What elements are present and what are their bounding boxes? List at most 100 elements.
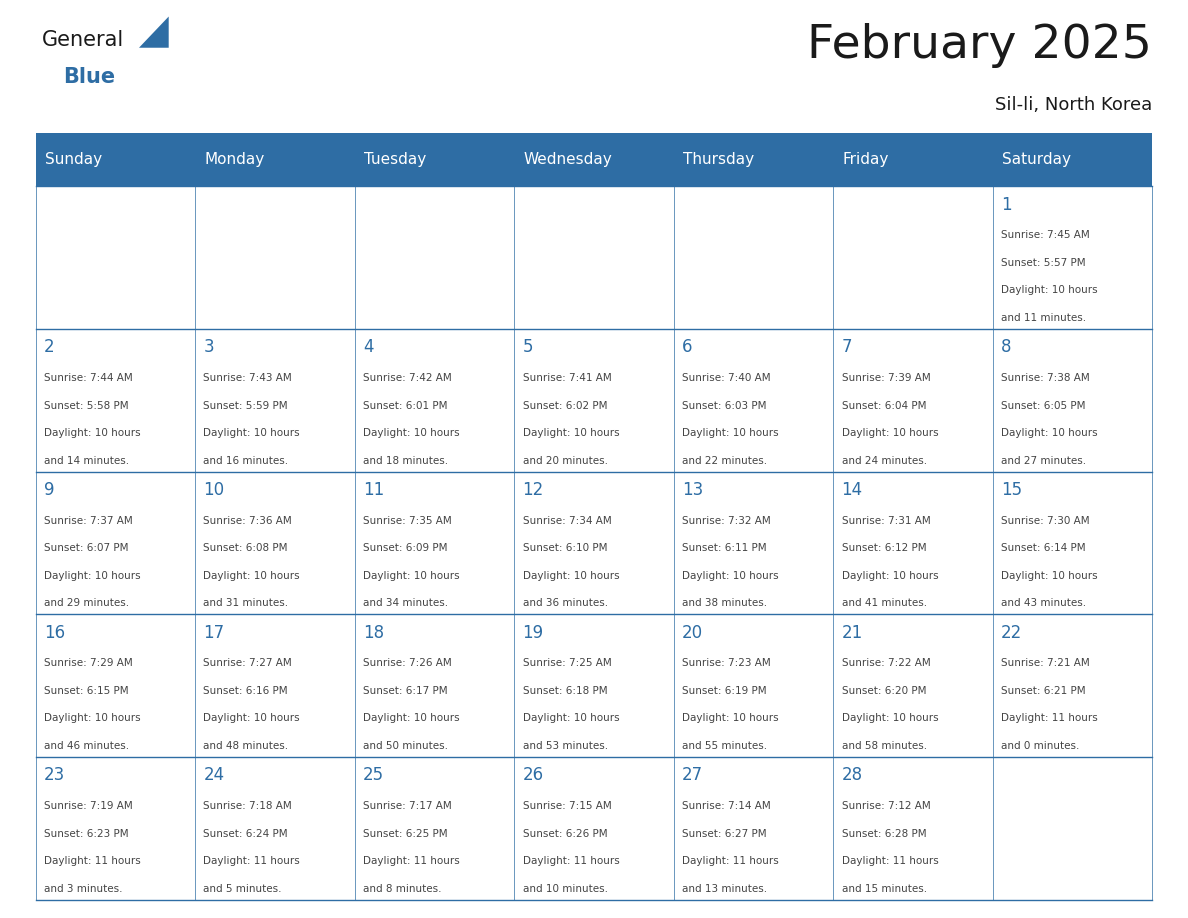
Text: Sunset: 6:01 PM: Sunset: 6:01 PM	[364, 400, 448, 410]
Bar	[36, 133, 1152, 186]
Text: Sunrise: 7:25 AM: Sunrise: 7:25 AM	[523, 658, 612, 668]
Text: Sunrise: 7:36 AM: Sunrise: 7:36 AM	[203, 516, 292, 526]
Text: Sunset: 6:23 PM: Sunset: 6:23 PM	[44, 829, 128, 838]
Text: 18: 18	[364, 623, 384, 642]
Text: and 11 minutes.: and 11 minutes.	[1001, 313, 1086, 323]
Text: Daylight: 10 hours: Daylight: 10 hours	[44, 713, 140, 723]
Text: and 53 minutes.: and 53 minutes.	[523, 741, 608, 751]
Text: Sunset: 6:07 PM: Sunset: 6:07 PM	[44, 543, 128, 554]
Text: and 50 minutes.: and 50 minutes.	[364, 741, 448, 751]
Text: 27: 27	[682, 767, 703, 784]
Text: Friday: Friday	[842, 152, 889, 167]
Text: Wednesday: Wednesday	[524, 152, 613, 167]
Text: Daylight: 10 hours: Daylight: 10 hours	[841, 571, 939, 581]
Text: Sunset: 6:28 PM: Sunset: 6:28 PM	[841, 829, 927, 838]
Text: 16: 16	[44, 623, 65, 642]
Text: Daylight: 10 hours: Daylight: 10 hours	[682, 713, 778, 723]
Text: Sunrise: 7:44 AM: Sunrise: 7:44 AM	[44, 373, 133, 383]
Text: Sunset: 6:17 PM: Sunset: 6:17 PM	[364, 686, 448, 696]
Text: Daylight: 10 hours: Daylight: 10 hours	[203, 713, 301, 723]
Text: 3: 3	[203, 338, 214, 356]
Text: Sunrise: 7:27 AM: Sunrise: 7:27 AM	[203, 658, 292, 668]
Text: Daylight: 11 hours: Daylight: 11 hours	[364, 856, 460, 866]
Text: Daylight: 10 hours: Daylight: 10 hours	[203, 571, 301, 581]
Text: and 0 minutes.: and 0 minutes.	[1001, 741, 1080, 751]
Text: Daylight: 10 hours: Daylight: 10 hours	[1001, 571, 1098, 581]
Text: Daylight: 10 hours: Daylight: 10 hours	[203, 428, 301, 438]
Text: 7: 7	[841, 338, 852, 356]
Text: and 10 minutes.: and 10 minutes.	[523, 884, 607, 893]
Text: 13: 13	[682, 481, 703, 498]
Text: 12: 12	[523, 481, 544, 498]
Text: Sunset: 6:21 PM: Sunset: 6:21 PM	[1001, 686, 1086, 696]
Text: Sunrise: 7:39 AM: Sunrise: 7:39 AM	[841, 373, 930, 383]
Text: Monday: Monday	[204, 152, 265, 167]
Text: and 31 minutes.: and 31 minutes.	[203, 599, 289, 609]
Text: 1: 1	[1001, 196, 1012, 214]
Text: Sunrise: 7:17 AM: Sunrise: 7:17 AM	[364, 801, 451, 811]
Text: Sunset: 5:58 PM: Sunset: 5:58 PM	[44, 400, 128, 410]
Text: Sunday: Sunday	[45, 152, 102, 167]
Polygon shape	[139, 17, 169, 48]
Text: 2: 2	[44, 338, 55, 356]
Text: Sunrise: 7:31 AM: Sunrise: 7:31 AM	[841, 516, 930, 526]
Text: Sunrise: 7:12 AM: Sunrise: 7:12 AM	[841, 801, 930, 811]
Text: 15: 15	[1001, 481, 1022, 498]
Text: Sunset: 5:59 PM: Sunset: 5:59 PM	[203, 400, 289, 410]
Text: Sunrise: 7:15 AM: Sunrise: 7:15 AM	[523, 801, 612, 811]
Text: and 29 minutes.: and 29 minutes.	[44, 599, 129, 609]
Text: Sunrise: 7:41 AM: Sunrise: 7:41 AM	[523, 373, 612, 383]
Text: 4: 4	[364, 338, 373, 356]
Text: and 58 minutes.: and 58 minutes.	[841, 741, 927, 751]
Text: General: General	[42, 30, 124, 50]
Text: Sunset: 6:25 PM: Sunset: 6:25 PM	[364, 829, 448, 838]
Text: Sunset: 6:18 PM: Sunset: 6:18 PM	[523, 686, 607, 696]
Text: 26: 26	[523, 767, 544, 784]
Text: February 2025: February 2025	[808, 23, 1152, 68]
Text: and 22 minutes.: and 22 minutes.	[682, 455, 767, 465]
Text: Sunrise: 7:32 AM: Sunrise: 7:32 AM	[682, 516, 771, 526]
Text: Sunset: 5:57 PM: Sunset: 5:57 PM	[1001, 258, 1086, 268]
Text: Daylight: 11 hours: Daylight: 11 hours	[44, 856, 140, 866]
Text: 5: 5	[523, 338, 533, 356]
Text: and 36 minutes.: and 36 minutes.	[523, 599, 608, 609]
Text: and 3 minutes.: and 3 minutes.	[44, 884, 122, 893]
Text: and 18 minutes.: and 18 minutes.	[364, 455, 448, 465]
Text: Sunset: 6:08 PM: Sunset: 6:08 PM	[203, 543, 287, 554]
Text: and 43 minutes.: and 43 minutes.	[1001, 599, 1086, 609]
Text: 19: 19	[523, 623, 544, 642]
Text: Daylight: 10 hours: Daylight: 10 hours	[682, 571, 778, 581]
Text: Sunset: 6:26 PM: Sunset: 6:26 PM	[523, 829, 607, 838]
Text: 24: 24	[203, 767, 225, 784]
Text: 14: 14	[841, 481, 862, 498]
Text: Daylight: 10 hours: Daylight: 10 hours	[44, 428, 140, 438]
Text: Sunrise: 7:29 AM: Sunrise: 7:29 AM	[44, 658, 133, 668]
Text: Sunrise: 7:19 AM: Sunrise: 7:19 AM	[44, 801, 133, 811]
Text: 23: 23	[44, 767, 65, 784]
Text: Tuesday: Tuesday	[365, 152, 426, 167]
Text: and 14 minutes.: and 14 minutes.	[44, 455, 129, 465]
Text: Sunset: 6:11 PM: Sunset: 6:11 PM	[682, 543, 766, 554]
Text: Sunrise: 7:45 AM: Sunrise: 7:45 AM	[1001, 230, 1089, 241]
Text: 6: 6	[682, 338, 693, 356]
Text: and 48 minutes.: and 48 minutes.	[203, 741, 289, 751]
Text: Daylight: 10 hours: Daylight: 10 hours	[523, 428, 619, 438]
Text: Sunrise: 7:34 AM: Sunrise: 7:34 AM	[523, 516, 612, 526]
Text: Daylight: 10 hours: Daylight: 10 hours	[364, 713, 460, 723]
Text: Saturday: Saturday	[1003, 152, 1072, 167]
Text: 17: 17	[203, 623, 225, 642]
Text: 28: 28	[841, 767, 862, 784]
Text: Sunrise: 7:40 AM: Sunrise: 7:40 AM	[682, 373, 771, 383]
Text: and 8 minutes.: and 8 minutes.	[364, 884, 442, 893]
Text: Daylight: 10 hours: Daylight: 10 hours	[523, 571, 619, 581]
Text: and 34 minutes.: and 34 minutes.	[364, 599, 448, 609]
Text: 9: 9	[44, 481, 55, 498]
Text: Sil-li, North Korea: Sil-li, North Korea	[996, 96, 1152, 115]
Text: Blue: Blue	[63, 67, 115, 87]
Text: Sunrise: 7:35 AM: Sunrise: 7:35 AM	[364, 516, 451, 526]
Text: Sunset: 6:12 PM: Sunset: 6:12 PM	[841, 543, 927, 554]
Text: Sunset: 6:27 PM: Sunset: 6:27 PM	[682, 829, 766, 838]
Text: Daylight: 11 hours: Daylight: 11 hours	[841, 856, 939, 866]
Text: 25: 25	[364, 767, 384, 784]
Text: and 16 minutes.: and 16 minutes.	[203, 455, 289, 465]
